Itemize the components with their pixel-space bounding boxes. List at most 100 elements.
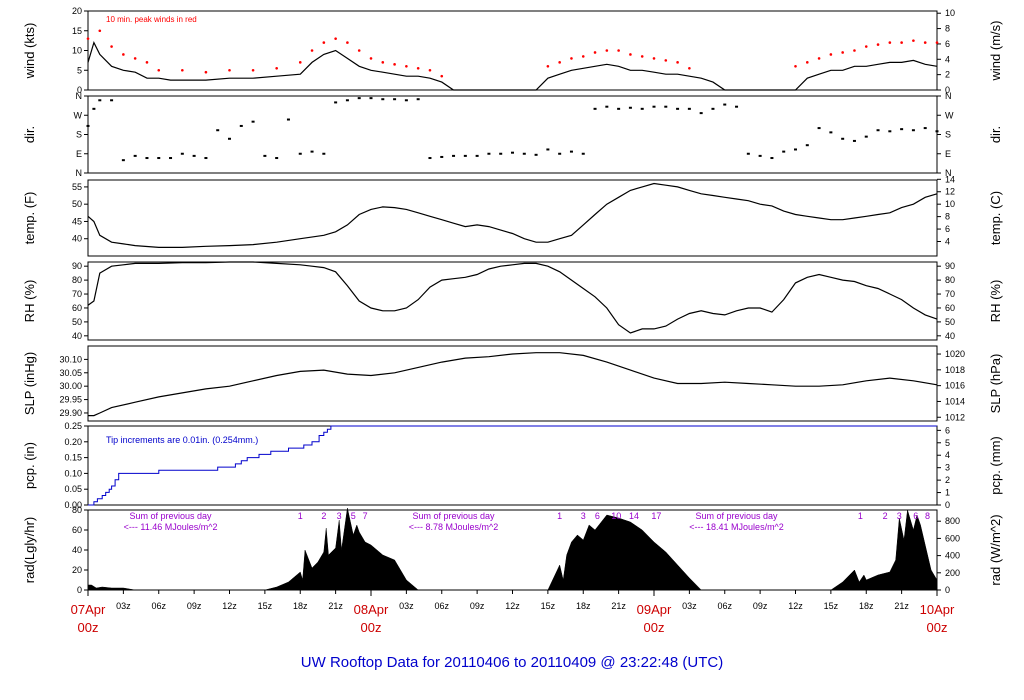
wind-peak-point xyxy=(369,57,373,60)
right-tick-label: 2 xyxy=(945,70,950,80)
rh-line xyxy=(87,261,938,334)
panel-frame xyxy=(87,10,938,91)
panel-pcp: 0.00 0.05 0.10 0.15 0.20 0.25 0 1 2 3 4 5 6 pcp. (in)… xyxy=(22,421,1003,510)
wind-peak-point xyxy=(935,41,939,44)
date-label: 07Apr xyxy=(71,602,106,617)
left-tick-label: 80 xyxy=(72,505,82,515)
right-tick-label: N xyxy=(945,91,952,101)
time-tick-label: 15z xyxy=(824,601,839,611)
wind-dir-point xyxy=(664,105,668,108)
solar-hour-marker: 3 xyxy=(581,511,586,521)
wind-peak-point xyxy=(876,43,880,46)
time-tick-label: 03z xyxy=(682,601,697,611)
wind-dir-point xyxy=(322,152,326,155)
left-tick-label: 0.15 xyxy=(64,453,82,463)
right-tick-label: 4 xyxy=(945,54,950,64)
left-tick-label: 10 xyxy=(72,46,82,56)
left-tick-label: 0.05 xyxy=(64,484,82,494)
wind-dir-point xyxy=(286,118,290,121)
wind-speed-line xyxy=(87,40,938,91)
wind-peak-point xyxy=(794,65,797,68)
left-tick-label: N xyxy=(76,168,83,178)
precip-line xyxy=(88,425,937,506)
wind-peak-point xyxy=(405,65,408,68)
wind-peak-point xyxy=(381,61,385,64)
wind-dir-point xyxy=(228,137,231,140)
right-tick-label: 3 xyxy=(945,463,950,473)
wind-dir-point xyxy=(511,151,514,154)
wind-peak-point xyxy=(416,66,420,70)
left-axis-label: temp. (F) xyxy=(22,192,37,245)
left-tick-label: 29.90 xyxy=(59,408,82,418)
wind-dir-point xyxy=(92,107,96,110)
left-tick-label: 40 xyxy=(72,545,82,555)
time-axis: 03z 06z 09z 12z 15z 18z 21z 03z 06z 09z 12z 15z 18z 2… xyxy=(71,590,955,635)
left-tick-label: 60 xyxy=(72,303,82,313)
right-tick-label: 1018 xyxy=(945,365,965,375)
right-tick-label: 1020 xyxy=(945,349,965,359)
left-tick-label: 0 xyxy=(77,585,82,595)
right-tick-label: 0 xyxy=(945,85,950,95)
wind-dir-point xyxy=(369,97,373,100)
solar-hour-marker: 3 xyxy=(337,511,342,521)
wind-dir-point xyxy=(805,144,809,147)
wind-peak-point xyxy=(688,66,691,70)
wind-dir-point xyxy=(758,154,762,157)
time-tick-label: 12z xyxy=(788,601,803,611)
wind-peak-point xyxy=(298,61,302,64)
wind-dir-point xyxy=(888,130,892,133)
left-tick-label: 20 xyxy=(72,565,82,575)
wind-peak-point xyxy=(157,68,161,72)
wind-dir-point xyxy=(699,112,703,115)
solar-note-line1: Sum of previous day xyxy=(130,511,213,521)
left-tick-label: 80 xyxy=(72,275,82,285)
wind-dir-point xyxy=(829,131,833,134)
wind-peak-point xyxy=(110,45,113,48)
right-tick-label: S xyxy=(945,130,951,140)
wind-dir-point xyxy=(852,139,856,142)
wind-peak-point xyxy=(629,53,632,56)
right-tick-label: 10 xyxy=(945,199,955,209)
time-tick-label: 15z xyxy=(258,601,273,611)
right-axis-label: pcp. (mm) xyxy=(988,436,1003,495)
wind-dir-point xyxy=(180,152,184,155)
right-tick-label: 8 xyxy=(945,212,950,222)
panel-frame xyxy=(87,95,938,174)
wind-dir-point xyxy=(746,152,750,155)
panel-rh: 40 50 60 70 80 90 40 50 60 70 80 90 RH (%) RH (%) xyxy=(22,261,1003,341)
wind-peak-point xyxy=(275,66,278,70)
wind-dir-point xyxy=(723,103,727,106)
solar-hour-marker: 3 xyxy=(897,511,902,521)
wind-dir-point xyxy=(864,135,868,138)
left-tick-label: 30.00 xyxy=(59,381,82,391)
date-label: 10Apr xyxy=(920,602,955,617)
wind-peak-point xyxy=(864,45,868,48)
right-tick-label: 12 xyxy=(945,187,955,197)
wind-peak-point xyxy=(888,41,892,44)
wind-dir-point xyxy=(911,129,915,132)
wind-dir-point xyxy=(440,155,444,158)
wind-peak-point xyxy=(664,59,668,62)
wind-dir-point xyxy=(192,154,196,157)
wind-dir-point xyxy=(452,154,456,157)
left-tick-label: 5 xyxy=(77,65,82,75)
wind-peak-point xyxy=(570,57,573,60)
time-tick-label: 09z xyxy=(753,601,768,611)
wind-dir-point xyxy=(652,105,656,108)
right-tick-label: 6 xyxy=(945,224,950,234)
wind-peak-point xyxy=(546,65,550,68)
right-axis-label: wind (m/s) xyxy=(988,21,1003,82)
wind-peak-point xyxy=(841,51,844,54)
precip-annotation: Tip increments are 0.01in. (0.254mm.) xyxy=(106,435,258,445)
wind-peak-point xyxy=(900,41,903,44)
time-tick-label: 06z xyxy=(434,601,449,611)
panel-frame xyxy=(87,345,938,422)
wind-dir-point xyxy=(876,129,880,132)
left-tick-label: 45 xyxy=(72,216,82,226)
date-hour-label: 00z xyxy=(361,620,382,635)
figure-title: UW Rooftop Data for 20110406 to 20110409… xyxy=(301,654,723,671)
wind-peak-point xyxy=(334,37,337,40)
time-tick-label: 06z xyxy=(151,601,166,611)
wind-dir-point xyxy=(110,99,114,102)
